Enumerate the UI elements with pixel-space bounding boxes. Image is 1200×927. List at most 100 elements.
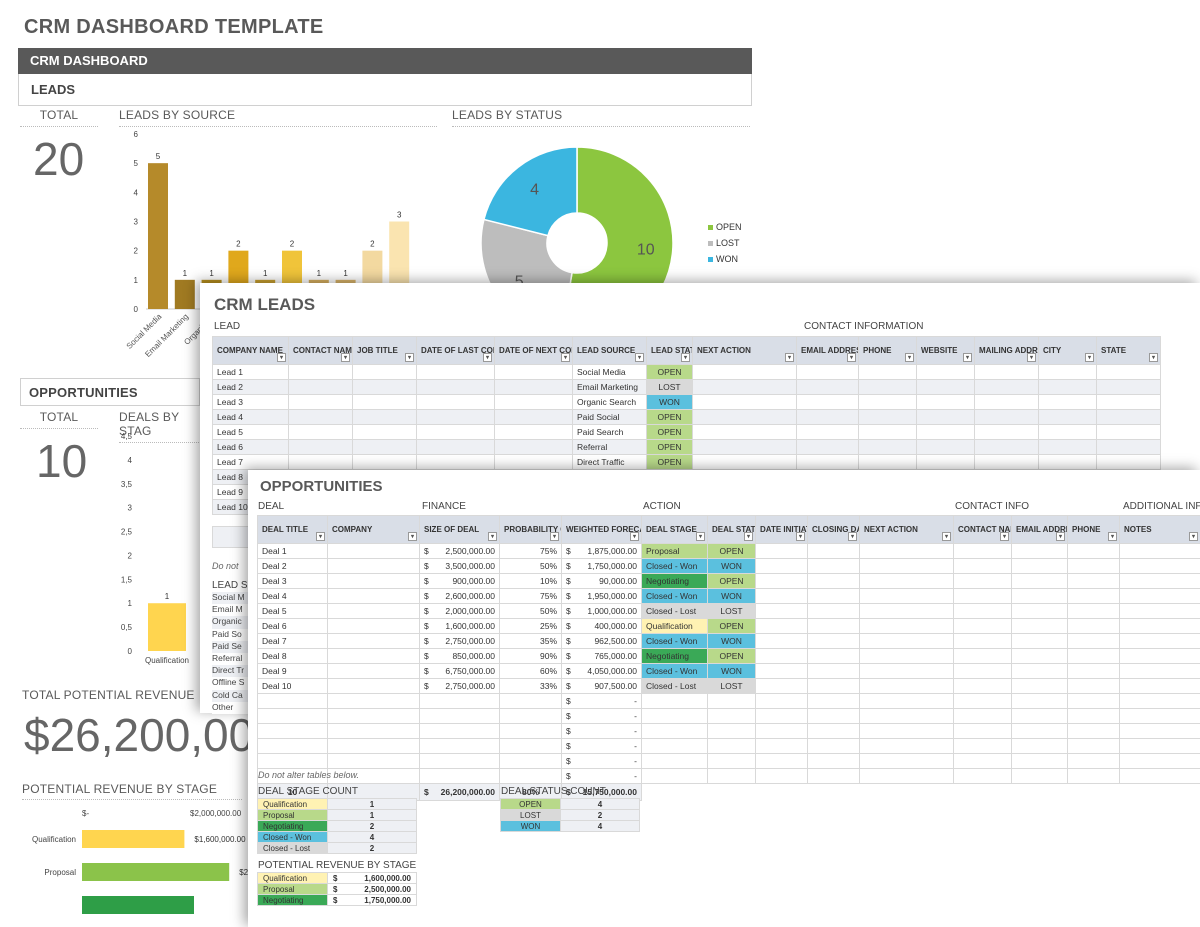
table-cell[interactable]: Lead 4 <box>212 409 289 425</box>
table-cell[interactable] <box>755 768 808 784</box>
column-header[interactable]: CLOSING DATE▾ <box>807 515 860 544</box>
table-cell[interactable] <box>1096 439 1161 455</box>
table-cell[interactable] <box>953 558 1012 574</box>
table-cell[interactable] <box>859 678 954 694</box>
table-cell[interactable] <box>1011 543 1068 559</box>
table-cell[interactable] <box>416 364 495 380</box>
table-cell[interactable] <box>416 424 495 440</box>
table-cell[interactable] <box>1096 394 1161 410</box>
filter-dropdown-icon[interactable]: ▾ <box>848 532 857 541</box>
filter-dropdown-icon[interactable]: ▾ <box>1149 353 1158 362</box>
table-cell[interactable]: $400,000.00 <box>561 618 642 634</box>
table-cell[interactable]: 60% <box>499 663 562 679</box>
table-cell[interactable] <box>974 394 1039 410</box>
table-cell[interactable] <box>755 633 808 649</box>
filter-dropdown-icon[interactable]: ▾ <box>681 353 690 362</box>
table-cell[interactable] <box>1067 633 1120 649</box>
table-cell[interactable] <box>1096 364 1161 380</box>
table-cell[interactable] <box>641 708 708 724</box>
column-header[interactable]: SIZE OF DEAL ▾ <box>419 515 500 544</box>
table-cell[interactable] <box>352 424 417 440</box>
table-cell[interactable] <box>1038 364 1097 380</box>
filter-dropdown-icon[interactable]: ▾ <box>408 532 417 541</box>
table-cell[interactable]: Lead 5 <box>212 424 289 440</box>
table-cell[interactable] <box>419 693 500 709</box>
table-cell[interactable]: Closed - Lost <box>641 678 708 694</box>
table-cell[interactable] <box>858 409 917 425</box>
table-cell[interactable] <box>1011 603 1068 619</box>
table-cell[interactable] <box>807 543 860 559</box>
table-cell[interactable]: LOST <box>707 603 756 619</box>
table-cell[interactable] <box>796 439 859 455</box>
table-cell[interactable] <box>641 768 708 784</box>
table-cell[interactable] <box>494 364 573 380</box>
table-cell[interactable] <box>858 394 917 410</box>
filter-dropdown-icon[interactable]: ▾ <box>1000 532 1009 541</box>
table-cell[interactable] <box>352 364 417 380</box>
table-cell[interactable] <box>707 738 756 754</box>
table-cell[interactable]: 75% <box>499 543 562 559</box>
table-cell[interactable]: Direct Traffic <box>572 454 647 470</box>
table-cell[interactable] <box>953 753 1012 769</box>
filter-dropdown-icon[interactable]: ▾ <box>847 353 856 362</box>
table-cell[interactable] <box>327 558 420 574</box>
column-header[interactable]: COMPANY ▾ <box>327 515 420 544</box>
filter-dropdown-icon[interactable]: ▾ <box>405 353 414 362</box>
column-header[interactable]: DATE OF LAST CONTACT▾ <box>416 336 495 365</box>
table-cell[interactable] <box>1096 379 1161 395</box>
table-cell[interactable] <box>953 663 1012 679</box>
table-cell[interactable]: Email Marketing <box>572 379 647 395</box>
table-cell[interactable] <box>807 693 860 709</box>
table-cell[interactable] <box>1119 723 1200 739</box>
table-cell[interactable] <box>1067 723 1120 739</box>
filter-dropdown-icon[interactable]: ▾ <box>1108 532 1117 541</box>
table-cell[interactable]: 33% <box>499 678 562 694</box>
table-cell[interactable] <box>288 379 353 395</box>
table-cell[interactable] <box>1011 708 1068 724</box>
table-cell[interactable] <box>494 454 573 470</box>
table-cell[interactable] <box>755 648 808 664</box>
table-cell[interactable] <box>416 439 495 455</box>
table-cell[interactable] <box>796 409 859 425</box>
table-cell[interactable] <box>1119 753 1200 769</box>
column-header[interactable]: NEXT ACTION ▾ <box>692 336 797 365</box>
table-cell[interactable] <box>288 409 353 425</box>
table-cell[interactable] <box>755 738 808 754</box>
column-header[interactable]: EMAIL ADDRESS▾ <box>796 336 859 365</box>
table-cell[interactable] <box>1119 768 1200 784</box>
table-cell[interactable] <box>1038 424 1097 440</box>
table-cell[interactable] <box>807 588 860 604</box>
table-cell[interactable] <box>807 753 860 769</box>
column-header[interactable]: WEIGHTED FORECAST▾ <box>561 515 642 544</box>
table-cell[interactable] <box>859 663 954 679</box>
filter-dropdown-icon[interactable]: ▾ <box>1027 353 1036 362</box>
table-cell[interactable] <box>416 379 495 395</box>
table-cell[interactable] <box>1119 543 1200 559</box>
table-cell[interactable] <box>755 693 808 709</box>
table-cell[interactable]: OPEN <box>707 543 756 559</box>
table-cell[interactable] <box>257 753 328 769</box>
table-cell[interactable]: $962,500.00 <box>561 633 642 649</box>
table-cell[interactable] <box>1067 663 1120 679</box>
table-cell[interactable] <box>1011 693 1068 709</box>
table-cell[interactable] <box>419 753 500 769</box>
table-cell[interactable] <box>953 648 1012 664</box>
table-cell[interactable] <box>327 648 420 664</box>
table-cell[interactable] <box>807 678 860 694</box>
table-cell[interactable]: Social Media <box>572 364 647 380</box>
table-cell[interactable] <box>916 409 975 425</box>
table-cell[interactable] <box>755 723 808 739</box>
table-cell[interactable] <box>327 618 420 634</box>
table-cell[interactable] <box>352 394 417 410</box>
table-cell[interactable] <box>1067 768 1120 784</box>
table-cell[interactable] <box>1096 424 1161 440</box>
table-cell[interactable]: $907,500.00 <box>561 678 642 694</box>
table-cell[interactable] <box>859 618 954 634</box>
table-cell[interactable] <box>1038 379 1097 395</box>
table-cell[interactable] <box>327 543 420 559</box>
table-cell[interactable]: Lead 6 <box>212 439 289 455</box>
table-cell[interactable] <box>1038 394 1097 410</box>
table-cell[interactable]: $2,500,000.00 <box>419 543 500 559</box>
table-cell[interactable]: OPEN <box>646 364 693 380</box>
column-header[interactable]: LEAD SOURCE ▾ <box>572 336 647 365</box>
